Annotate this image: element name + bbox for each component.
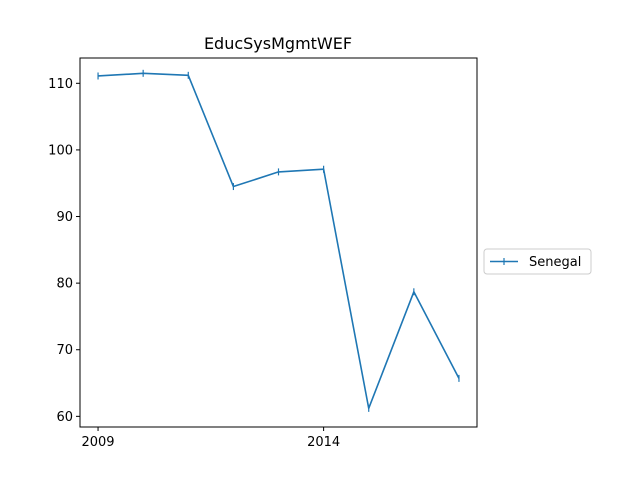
y-tick-label: 80	[56, 277, 73, 292]
y-tick-label: 60	[56, 410, 73, 425]
legend-box	[483, 248, 592, 275]
legend-label: Senegal	[529, 255, 581, 270]
series-layer	[97, 69, 460, 412]
y-tick-label: 100	[48, 143, 73, 158]
y-tick-label: 90	[56, 210, 73, 225]
x-tick-label: 2014	[307, 435, 340, 450]
x-tick-label: 2009	[81, 435, 114, 450]
y-tick-label: 70	[56, 343, 73, 358]
y-tick-label: 110	[48, 77, 73, 92]
series-line	[97, 72, 460, 410]
y-axis: 60 70 80 90 100 110	[48, 77, 80, 425]
plot-area	[79, 57, 478, 428]
legend: Senegal	[483, 248, 592, 275]
x-axis: 2009 2014	[81, 427, 340, 450]
chart-title: EducSysMgmtWEF	[204, 34, 352, 53]
